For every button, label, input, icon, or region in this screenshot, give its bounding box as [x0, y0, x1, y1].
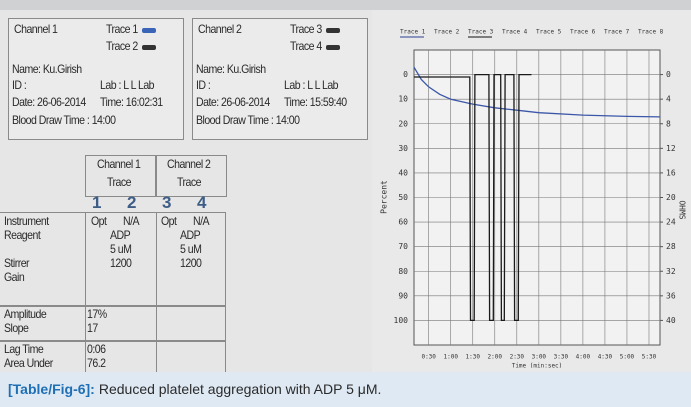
x-tick-label: 4:30: [598, 354, 613, 361]
y2-tick-label: 16: [666, 168, 676, 177]
y2-tick-label: 12: [666, 144, 676, 153]
y-tick-label: 60: [398, 218, 408, 227]
x-tick-label: 5:00: [620, 354, 635, 361]
legend-label: Trace 1: [400, 29, 426, 36]
y-tick-label: 90: [398, 291, 408, 300]
caption-tag: [Table/Fig-6]:: [8, 381, 95, 397]
x-tick-label: 5:30: [642, 354, 657, 361]
x-tick-label: 1:30: [466, 354, 481, 361]
x-tick-label: 2:30: [510, 354, 525, 361]
y2-tick-label: 40: [666, 316, 676, 325]
y-tick-label: 40: [398, 168, 408, 177]
y-tick-label: 70: [398, 242, 408, 251]
x-tick-label: 2:00: [488, 354, 503, 361]
legend-label: Trace 5: [536, 29, 562, 36]
y2-tick-label: 24: [666, 218, 676, 227]
legend-label: Trace 6: [570, 29, 596, 36]
x-tick-label: 3:00: [532, 354, 547, 361]
y-tick-label: 30: [398, 144, 408, 153]
legend-label: Trace 8: [638, 29, 664, 36]
caption: [Table/Fig-6]:Reduced platelet aggregati…: [0, 372, 691, 407]
y-axis-label: Percent: [380, 180, 389, 214]
y2-tick-label: 4: [666, 95, 671, 104]
legend-label: Trace 2: [434, 29, 460, 36]
y2-tick-label: 32: [666, 267, 676, 276]
page: Channel 1Trace 1Trace 2Name: Ku.GirishID…: [0, 0, 691, 407]
legend-label: Trace 7: [604, 29, 630, 36]
x-tick-label: 4:00: [576, 354, 591, 361]
x-tick-label: 0:30: [421, 354, 436, 361]
caption-text: Reduced platelet aggregation with ADP 5 …: [99, 381, 382, 397]
y2-tick-label: 20: [666, 193, 676, 202]
y2-tick-label: 28: [666, 242, 676, 251]
y2-tick-label: 36: [666, 291, 676, 300]
y-tick-label: 20: [398, 119, 408, 128]
y2-tick-label: 8: [666, 119, 671, 128]
y-tick-label: 80: [398, 267, 408, 276]
legend-label: Trace 4: [502, 29, 528, 36]
x-tick-label: 1:00: [443, 354, 458, 361]
y-tick-label: 50: [398, 193, 408, 202]
legend-label: Trace 3: [468, 29, 494, 36]
y-tick-label: 10: [398, 95, 408, 104]
x-axis-label: Time (min:sec): [512, 363, 563, 370]
chart: Trace 1 Trace 2 Trace 3 Trace 4 Trace 5 Trace…: [0, 0, 691, 407]
y2-tick-label: 0: [666, 70, 671, 79]
x-tick-label: 3:30: [554, 354, 569, 361]
y-tick-label: 100: [394, 316, 409, 325]
y2-axis-label: OHMS: [678, 200, 687, 219]
y-tick-label: 0: [403, 70, 408, 79]
